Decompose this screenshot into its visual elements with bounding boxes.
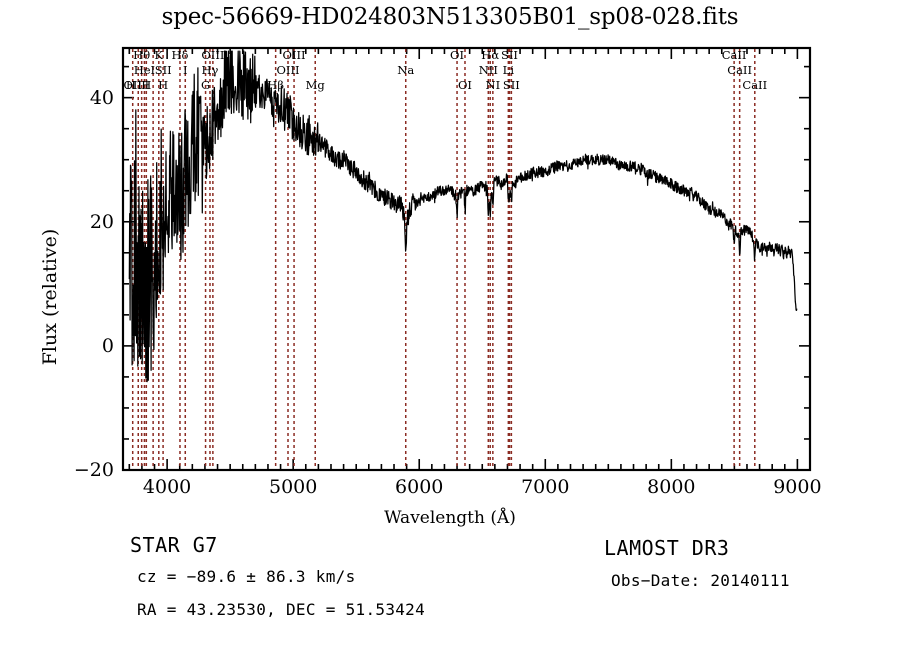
line-label-caii-27: CaII: [727, 63, 753, 77]
line-label-oiii-13: OIII: [282, 48, 306, 62]
y-tick--20: −20: [73, 459, 114, 481]
line-label-h-4: H: [141, 78, 152, 92]
line-label-k-5: K: [154, 48, 164, 62]
x-tick-6000: 6000: [395, 476, 444, 498]
line-label-g-12: G: [200, 78, 211, 92]
star-class-text: STAR G7: [130, 533, 218, 557]
line-label-h-1: Hθ: [133, 48, 151, 62]
line-label-oi-18: OI: [450, 48, 465, 62]
line-label-oiii-10: OIII: [201, 48, 225, 62]
line-label-mg-16: Mg: [305, 78, 325, 92]
y-tick-40: 40: [89, 86, 114, 109]
line-label-h11-2: H11: [125, 78, 151, 92]
y-tick-20: 20: [89, 210, 114, 233]
line-label-nii-22: NII: [478, 63, 498, 77]
line-label-h-8: Hδ: [171, 48, 189, 62]
x-tick-5000: 5000: [268, 476, 318, 498]
x-axis-label: Wavelength (Å): [384, 508, 516, 528]
radial-velocity-text: cz = −89.6 ± 86.3 km/s: [137, 567, 356, 586]
line-label-h-20: Hα: [481, 48, 500, 62]
line-label-h-7: H: [158, 78, 169, 92]
line-label-sii-6: SII: [154, 63, 172, 77]
survey-text: LAMOST DR3: [604, 536, 730, 560]
line-label-i-9: I: [182, 63, 188, 77]
x-tick-8000: 8000: [647, 476, 696, 498]
coordinates-text: RA = 43.23530, DEC = 51.53424: [137, 600, 426, 619]
line-label-h-15: Hβ: [267, 78, 284, 92]
line-label-caii-26: CaII: [721, 48, 747, 62]
line-label-oiii-14: OIII: [276, 63, 300, 77]
line-label-h-11: Hγ: [201, 63, 219, 77]
x-tick-9000: 9000: [773, 476, 822, 498]
line-label-caii-28: CaII: [742, 78, 768, 92]
line-label-sii-21: SII: [501, 48, 518, 62]
line-label-sii-25: SII: [502, 78, 520, 92]
x-tick-7000: 7000: [521, 476, 570, 498]
figure-title: spec-56669-HD024803N513305B01_sp08-028.f…: [161, 4, 739, 30]
line-label-hei-3: HeI: [133, 63, 156, 77]
line-label-li-23: Li: [502, 63, 515, 77]
y-tick-labels: 40 20 0 −20: [54, 0, 114, 649]
line-label-oi-19: OI: [457, 78, 472, 92]
x-tick-4000: 4000: [142, 476, 192, 498]
line-label-na-17: Na: [397, 63, 415, 77]
obs-date-text: Obs−Date: 20140111: [611, 571, 790, 590]
line-label-oii-0: OII: [123, 78, 142, 92]
line-label-ni-24: NI: [485, 78, 501, 92]
y-tick-0: 0: [101, 334, 114, 357]
